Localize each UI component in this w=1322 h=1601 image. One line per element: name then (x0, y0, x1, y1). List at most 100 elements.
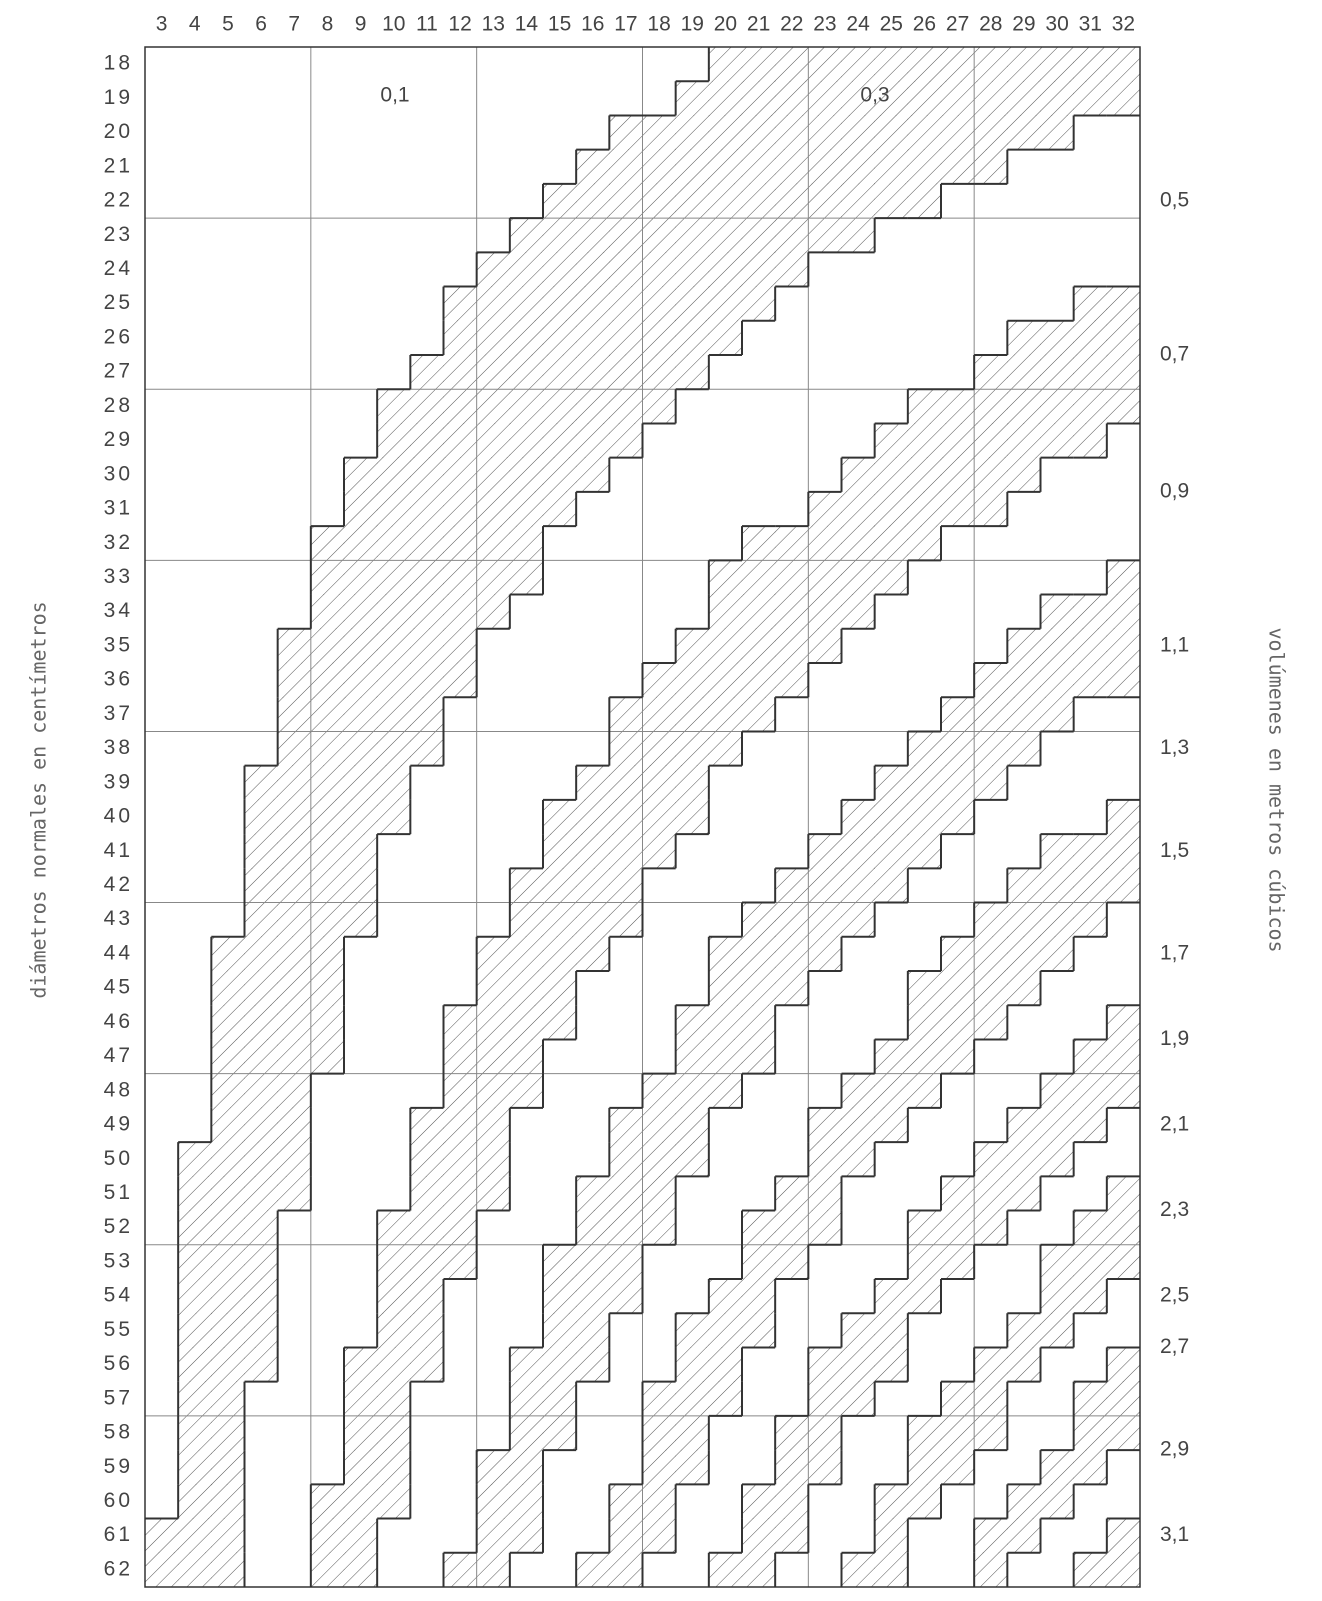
hatched-cell (177, 1210, 212, 1246)
hatched-cell (376, 423, 411, 458)
hatched-cell (343, 1347, 378, 1382)
hatched-cell (642, 696, 676, 732)
hatched-cell (675, 1347, 710, 1382)
hatched-cell (1007, 457, 1041, 493)
hatched-cell (1040, 662, 1074, 698)
hatched-cell (310, 799, 345, 835)
hatched-cell (973, 1176, 1008, 1211)
volume-label: 3,1 (1160, 1523, 1189, 1546)
hatched-cell (211, 1312, 245, 1348)
hatched-cell (509, 388, 544, 424)
hatched-cell (144, 1552, 179, 1588)
hatched-cell (509, 217, 544, 253)
row-label: 21 (104, 154, 133, 177)
hatched-cell (575, 936, 610, 972)
hatched-cell (973, 1552, 1008, 1588)
hatched-cell (874, 868, 909, 903)
hatched-cell (940, 1244, 975, 1280)
hatched-cell (509, 1381, 544, 1417)
hatched-cell (410, 491, 444, 527)
hatched-cell (1073, 354, 1108, 390)
hatched-cell (310, 833, 345, 869)
hatched-cell (542, 936, 577, 972)
hatched-cell (874, 1552, 909, 1588)
hatched-cell (542, 354, 577, 390)
column-label: 9 (355, 13, 367, 36)
hatched-cell (907, 731, 942, 766)
hatched-cell (675, 354, 710, 390)
hatched-cell (443, 1210, 477, 1246)
hatched-cell (443, 1141, 477, 1177)
hatched-cell (211, 1278, 245, 1314)
hatched-cell (642, 731, 676, 766)
hatched-cell (343, 1552, 378, 1588)
hatched-cell (808, 1381, 842, 1417)
hatched-cell (177, 1449, 212, 1485)
hatched-cell (1106, 1210, 1141, 1246)
hatched-cell (211, 1107, 245, 1143)
hatched-cell (343, 491, 378, 527)
hatched-cell (940, 457, 975, 493)
hatched-cell (675, 115, 710, 150)
hatched-cell (642, 320, 676, 356)
hatched-cell (1040, 1312, 1074, 1348)
hatched-cell (708, 183, 743, 219)
hatched-cell (376, 1347, 411, 1382)
hatched-cell (741, 560, 776, 595)
hatched-cell (940, 1210, 975, 1246)
hatched-cell (310, 902, 345, 938)
hatched-cell (1040, 80, 1074, 116)
hatched-cell (211, 1381, 245, 1417)
column-label: 20 (714, 13, 737, 36)
hatched-cell (642, 1176, 676, 1211)
hatched-cell (376, 457, 411, 493)
hatched-cell (542, 1347, 577, 1382)
volume-label: 2,5 (1160, 1284, 1189, 1307)
hatched-cell (244, 868, 278, 903)
hatched-cell (575, 354, 610, 390)
hatched-cell (211, 1244, 245, 1280)
hatched-cell (542, 1004, 577, 1040)
hatched-cell (675, 1312, 710, 1348)
hatched-cell (609, 731, 643, 766)
hatched-cell (642, 217, 676, 253)
hatched-cell (376, 1278, 411, 1314)
hatched-cell (443, 457, 477, 493)
volume-label: 0,5 (1160, 189, 1189, 212)
hatched-cell (410, 354, 444, 390)
hatched-cell (476, 1039, 511, 1074)
volume-label: 1,7 (1160, 941, 1189, 964)
hatched-cell (476, 1141, 511, 1177)
hatched-cell (940, 696, 975, 732)
hatched-cell (609, 354, 643, 390)
hatched-cell (642, 1484, 676, 1519)
row-label: 43 (104, 907, 133, 930)
hatched-cell (609, 388, 643, 424)
hatched-cell (244, 1176, 278, 1211)
hatched-cell (343, 1518, 378, 1554)
row-label: 18 (104, 52, 133, 75)
hatched-cell (277, 1176, 312, 1211)
hatched-cell (774, 662, 809, 698)
hatched-cell (609, 1278, 643, 1314)
row-label: 37 (104, 702, 133, 725)
hatched-cell (277, 799, 312, 835)
hatched-cell (410, 525, 444, 561)
hatched-cell (609, 1141, 643, 1177)
hatched-cell (1073, 80, 1108, 116)
hatched-cell (841, 457, 875, 493)
hatched-cell (675, 628, 710, 664)
hatched-cell (1106, 388, 1141, 424)
hatched-cell (841, 149, 875, 185)
hatched-cell (476, 1552, 511, 1588)
hatched-cell (708, 46, 743, 82)
hatched-cell (675, 1381, 710, 1417)
hatched-cell (808, 936, 842, 972)
hatched-cell (841, 46, 875, 82)
hatched-cell (808, 1107, 842, 1143)
hatched-cell (376, 1381, 411, 1417)
hatched-cell (741, 696, 776, 732)
hatched-cell (542, 1312, 577, 1348)
column-label: 8 (322, 13, 334, 36)
